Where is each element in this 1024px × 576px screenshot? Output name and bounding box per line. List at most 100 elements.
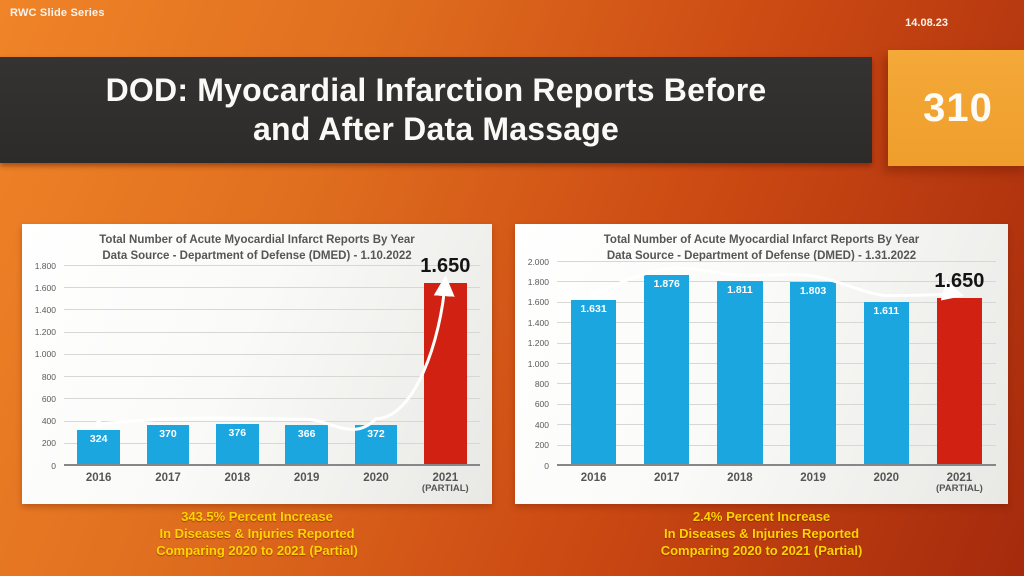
- bar-2020: 372: [354, 424, 398, 466]
- trend-arrow: [95, 275, 455, 431]
- y-tick-label: 1.800: [527, 276, 549, 287]
- y-tick-label: 2.000: [527, 256, 549, 267]
- y-tick-label: 0: [544, 460, 549, 471]
- bar-2021: [423, 282, 467, 466]
- gridline: [64, 353, 480, 355]
- bar-2016: 324: [77, 430, 121, 466]
- bar-2017: 1.876: [644, 274, 690, 466]
- gridline: [557, 383, 996, 385]
- x-axis: 2016 2017 2018 2019 2020 2021 (PARTIAL): [557, 468, 996, 502]
- y-tick-label: 1.200: [34, 327, 56, 338]
- y-tick-label: 0: [51, 460, 56, 471]
- y-tick-label: 200: [534, 440, 549, 451]
- y-tick-label: 600: [41, 393, 56, 404]
- title-banner: DOD: Myocardial Infarction Reports Befor…: [0, 57, 872, 163]
- bar-2017: 370: [146, 424, 190, 466]
- gridline: [64, 376, 480, 378]
- x-tick-label: 2019: [800, 472, 826, 484]
- x-tick-label: 2016: [85, 472, 112, 484]
- gridline: [557, 301, 996, 303]
- gridline: [64, 398, 480, 400]
- y-axis: 0 200 400 600 800 1.000 1.200 1.400 1.600 1.800 2.…: [515, 257, 553, 469]
- bar-value-label: 1.876: [653, 277, 680, 290]
- y-tick-label: 400: [41, 416, 56, 427]
- y-tick-label: 400: [534, 419, 549, 430]
- gridline: [64, 331, 480, 333]
- gridline: [557, 403, 996, 405]
- slide-number-badge: 310: [888, 50, 1024, 166]
- x-tick-label: 2020: [873, 472, 900, 484]
- x-tick-label: 2017: [155, 472, 181, 484]
- gridline: [64, 287, 480, 289]
- y-tick-label: 800: [41, 371, 56, 382]
- bar-value-label: 324: [89, 433, 108, 445]
- bar-2020: 1.611: [863, 301, 909, 466]
- bar-2016: 1.631: [570, 299, 617, 466]
- y-tick-label: 1.000: [527, 358, 549, 369]
- gridline: [557, 261, 996, 262]
- bar-value-label: 376: [228, 427, 247, 440]
- chart-panel-before-massage: Total Number of Acute Myocardial Infarct…: [22, 224, 492, 504]
- y-tick-label: 1.600: [527, 297, 549, 308]
- annotation-value: 1.650: [934, 269, 985, 292]
- plot-area: 1.650 1.631 1.876 1.811 1.803 1.611: [557, 261, 996, 466]
- chart-title: Total Number of Acute Myocardial Infarct…: [603, 234, 920, 246]
- x-axis-line: [64, 464, 480, 466]
- bar-value-label: 372: [367, 427, 385, 440]
- slide-number: 310: [923, 85, 993, 130]
- series-label: RWC Slide Series: [10, 7, 105, 19]
- x-tick-label: 2017: [653, 472, 680, 484]
- bar-value-label: 1.803: [799, 285, 827, 298]
- chart-subtitle: Data Source - Department of Defense (DME…: [102, 249, 412, 262]
- gridline: [557, 424, 996, 426]
- x-axis: 2016 2017 2018 2019 2020 2021 (PARTIAL): [64, 468, 480, 502]
- caption-before-massage: 343.5% Percent Increase In Diseases & In…: [156, 509, 358, 558]
- y-tick-label: 800: [534, 378, 549, 389]
- bar-value-label: 370: [159, 427, 177, 440]
- gridline: [64, 420, 480, 422]
- x-tick-label: 2021 (PARTIAL): [421, 472, 469, 494]
- caption-after-massage: 2.4% Percent Increase In Diseases & Inju…: [660, 509, 863, 558]
- slide-title: DOD: Myocardial Infarction Reports Befor…: [105, 71, 767, 147]
- plot-area: 1.650 324 370 376 366 372: [64, 255, 480, 466]
- bar-value-label: 1.811: [727, 284, 753, 297]
- y-tick-label: 1.400: [527, 317, 549, 328]
- y-tick-label: 1.600: [34, 282, 56, 293]
- bar-2019: 366: [285, 425, 329, 466]
- bar-2018: 1.811: [717, 281, 763, 466]
- y-tick-label: 200: [41, 438, 56, 449]
- bar-2021: [936, 297, 983, 466]
- chart-subtitle: Data Source - Department of Defense (DME…: [606, 249, 917, 262]
- gridline: [64, 442, 480, 444]
- x-tick-label: 2020: [363, 472, 389, 484]
- y-tick-label: 600: [534, 399, 549, 410]
- gridline: [64, 309, 480, 311]
- x-tick-label: 2018: [224, 472, 251, 484]
- x-axis-line: [557, 464, 996, 466]
- arrow-start-dot: [590, 290, 598, 298]
- x-tick-label: 2018: [727, 472, 753, 484]
- bar-value-label: 1.631: [580, 302, 607, 315]
- x-tick-label: 2021 (PARTIAL): [936, 472, 983, 494]
- chart-panel-after-massage: Total Number of Acute Myocardial Infarct…: [515, 224, 1008, 504]
- gridline: [64, 265, 480, 266]
- x-tick-label: 2019: [293, 472, 320, 484]
- y-tick-label: 1.800: [34, 260, 56, 271]
- trend-arrow: [590, 266, 964, 301]
- x-tick-label: 2016: [580, 472, 607, 484]
- bar-value-label: 1.611: [873, 304, 900, 317]
- y-tick-label: 1.400: [34, 304, 56, 315]
- y-tick-label: 1.200: [527, 338, 549, 349]
- slide-date: 14.08.23: [905, 17, 948, 29]
- bar-2019: 1.803: [790, 282, 836, 466]
- annotation-value: 1.650: [420, 254, 471, 277]
- y-axis: 0 200 400 600 800 1.000 1.200 1.400 1.600 1.800: [22, 261, 60, 469]
- gridline: [557, 281, 996, 283]
- gridline: [557, 322, 996, 324]
- chart-title: Total Number of Acute Myocardial Infarct…: [99, 234, 415, 246]
- gridline: [557, 363, 996, 364]
- bar-2018: 376: [215, 424, 259, 466]
- y-tick-label: 1.000: [34, 349, 56, 360]
- gridline: [557, 342, 996, 344]
